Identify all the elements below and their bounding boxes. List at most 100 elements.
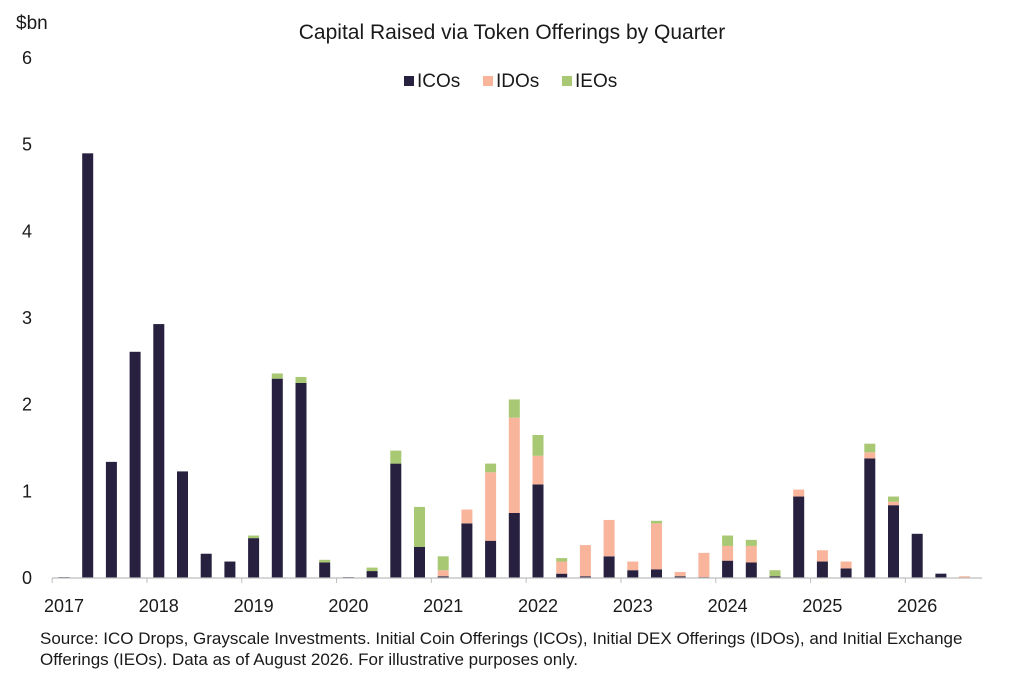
y-axis-unit-label: $bn: [16, 13, 48, 34]
bar-segment-icos: [793, 496, 805, 578]
bar-segment-icos: [627, 570, 639, 578]
x-tick-label: 2025: [802, 596, 842, 616]
chart-title: Capital Raised via Token Offerings by Qu…: [299, 21, 725, 44]
bar-segment-idos: [556, 561, 568, 574]
bar-segment-ieos: [248, 535, 260, 539]
y-tick-label: 6: [22, 48, 32, 68]
x-tick-label: 2019: [234, 596, 274, 616]
bar-segment-icos: [319, 562, 331, 578]
bar-segment-idos: [532, 455, 544, 485]
bar-segment-icos: [935, 573, 947, 578]
bar-segment-icos: [177, 471, 188, 578]
bar-segment-idos: [508, 417, 520, 513]
bar-segment-icos: [248, 538, 260, 578]
bar-segment-icos: [271, 378, 283, 578]
x-tick-label: 2024: [708, 596, 748, 616]
bar-segment-icos: [461, 523, 473, 578]
bar-segment-icos: [579, 576, 591, 578]
bar-segment-idos: [698, 552, 710, 578]
bar-segment-icos: [769, 576, 781, 578]
bar-segment-ieos: [864, 443, 876, 453]
bar-segment-icos: [153, 324, 165, 578]
bar-segment-idos: [603, 519, 615, 557]
y-tick-label: 2: [22, 395, 32, 415]
bar-segment-ieos: [319, 559, 331, 563]
legend-label-ieos: IEOs: [575, 71, 617, 92]
bar-segment-idos: [485, 472, 497, 541]
y-axis-ticks: 0 1 2 3 4 5 6: [22, 48, 32, 588]
bar-segment-ieos: [414, 506, 425, 547]
bar-segment-idos: [722, 545, 734, 561]
bar-segment-ieos: [745, 539, 757, 546]
bar-segment-idos: [651, 523, 662, 570]
x-axis-ticks: 2017 2018 2019 2020 2021 2022 2023 2024 2025 2026: [44, 578, 937, 616]
legend-swatch-idos: [483, 76, 493, 86]
bar-segment-icos: [532, 484, 544, 578]
y-tick-label: 4: [22, 221, 32, 241]
bar-segment-icos: [129, 351, 141, 578]
bar-segment-icos: [745, 562, 757, 578]
bars: [58, 153, 971, 579]
bar-segment-icos: [295, 383, 307, 578]
x-tick-label: 2023: [613, 596, 653, 616]
x-tick-label: 2026: [897, 596, 937, 616]
bar-segment-icos: [840, 568, 852, 578]
x-tick-label: 2022: [518, 596, 558, 616]
source-note: Source: ICO Drops, Grayscale Investments…: [40, 629, 963, 669]
bar-segment-icos: [105, 461, 117, 578]
bar-segment-idos: [959, 576, 971, 578]
x-tick-label: 2020: [328, 596, 368, 616]
bar-segment-icos: [200, 553, 212, 578]
bar-segment-ieos: [366, 567, 378, 572]
y-tick-label: 0: [22, 568, 32, 588]
bar-segment-icos: [414, 546, 425, 578]
bar-segment-ieos: [556, 558, 568, 562]
bar-segment-icos: [556, 573, 568, 578]
bar-segment-ieos: [722, 535, 734, 546]
legend-swatch-ieos: [562, 76, 572, 86]
legend-label-icos: ICOs: [417, 71, 460, 92]
bar-segment-icos: [82, 153, 94, 579]
bar-segment-ieos: [769, 570, 781, 577]
bar-segment-icos: [437, 576, 449, 578]
legend-swatch-icos: [404, 76, 414, 86]
legend: ICOs IDOs IEOs: [404, 71, 617, 92]
bar-segment-ieos: [485, 463, 497, 473]
bar-segment-ieos: [271, 373, 283, 379]
bar-segment-ieos: [532, 435, 544, 456]
bar-segment-idos: [840, 561, 852, 569]
stacked-bar-chart: Capital Raised via Token Offerings by Qu…: [16, 13, 982, 616]
bar-segment-ieos: [390, 450, 402, 464]
bar-segment-idos: [579, 545, 591, 577]
bar-segment-icos: [224, 561, 236, 578]
bar-segment-icos: [816, 561, 828, 578]
bar-segment-icos: [651, 569, 662, 578]
x-tick-label: 2021: [423, 596, 463, 616]
bar-segment-icos: [390, 463, 402, 578]
bar-segment-ieos: [651, 520, 662, 524]
bar-segment-icos: [864, 458, 876, 578]
bar-segment-icos: [366, 571, 378, 578]
bar-segment-idos: [793, 489, 805, 497]
legend-label-idos: IDOs: [496, 71, 539, 92]
bar-segment-icos: [508, 513, 520, 578]
x-tick-label: 2018: [139, 596, 179, 616]
bar-segment-ieos: [888, 496, 899, 502]
bar-segment-idos: [888, 501, 899, 506]
bar-segment-icos: [888, 505, 899, 578]
bar-segment-idos: [461, 509, 473, 524]
bar-segment-icos: [603, 556, 615, 578]
bar-segment-idos: [745, 545, 757, 563]
bar-segment-idos: [437, 570, 449, 577]
y-tick-label: 1: [22, 481, 32, 501]
bar-segment-icos: [674, 576, 686, 578]
x-tick-label: 2017: [44, 596, 84, 616]
bar-segment-idos: [627, 561, 639, 571]
bar-segment-icos: [722, 560, 734, 578]
bar-segment-icos: [911, 533, 923, 578]
bar-segment-ieos: [295, 376, 307, 383]
bar-segment-idos: [864, 452, 876, 459]
y-tick-label: 3: [22, 308, 32, 328]
y-tick-label: 5: [22, 135, 32, 155]
bar-segment-icos: [485, 540, 497, 578]
